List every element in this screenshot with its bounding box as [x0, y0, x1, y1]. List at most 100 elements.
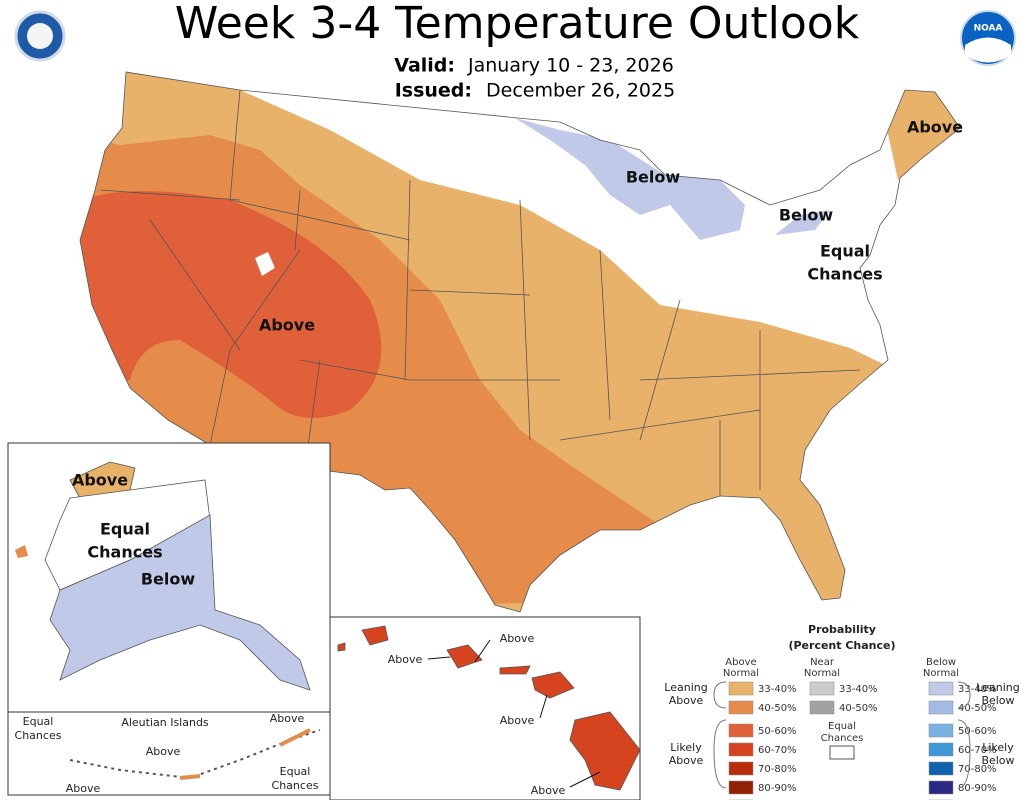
region-label: Chances	[87, 543, 162, 562]
legend-swatch	[728, 700, 754, 715]
aleutian-label: Above	[270, 712, 305, 725]
title: Week 3-4 Temperature Outlook	[175, 0, 860, 49]
issued-label: Issued:	[395, 80, 472, 102]
legend-bin: 40-50%	[958, 703, 997, 714]
west-50-60-area	[80, 191, 382, 418]
legend-swatch	[728, 681, 754, 696]
region-label: Below	[626, 168, 681, 187]
valid-dates: January 10 - 23, 2026	[467, 55, 674, 77]
legend-brace	[957, 681, 971, 709]
legend-heading: Normal	[723, 668, 759, 679]
legend-group: Leaning	[976, 681, 1019, 694]
molokai	[499, 665, 531, 675]
region-label: Equal	[820, 242, 870, 261]
legend-brace	[713, 681, 727, 709]
legend: Probability (Percent Chance) 33-40% 40-50% 5…	[713, 623, 997, 800]
legend-group: Leaning	[664, 681, 707, 694]
st-lawrence-island	[15, 545, 28, 558]
legend-equal: Equal	[828, 721, 856, 732]
legend-bin: 70-80%	[958, 764, 997, 775]
aleutian-label: Chances	[272, 779, 319, 792]
region-label: Above	[72, 471, 128, 490]
legend-title: Probability	[808, 623, 876, 636]
legend-swatch	[928, 700, 954, 715]
legend-bin: 33-40%	[758, 684, 797, 695]
hawaii-label: Above	[531, 784, 566, 797]
legend-swatch	[809, 700, 835, 715]
region-label: Below	[779, 206, 834, 225]
legend-swatch	[728, 742, 754, 757]
legend-equal-swatch	[829, 745, 855, 760]
issued-date: December 26, 2025	[486, 80, 675, 102]
aleutian-title: Aleutian Islands	[121, 716, 209, 729]
legend-brace	[713, 719, 727, 789]
legend-swatch	[728, 723, 754, 738]
legend-group: Below	[981, 694, 1014, 707]
noaa-gull	[965, 37, 1011, 63]
legend-bin: 50-60%	[758, 726, 797, 737]
legend-group: Above	[669, 694, 704, 707]
legend-bin: 33-40%	[839, 684, 878, 695]
maui	[531, 671, 575, 699]
legend-equal: Chances	[821, 733, 864, 744]
legend-bin: 80-90%	[958, 783, 997, 794]
aleutian-label: Equal	[23, 715, 54, 728]
hawaii-leaders	[427, 639, 601, 788]
region-label: Above	[259, 316, 315, 335]
legend-heading: Normal	[923, 668, 959, 679]
region-label: Equal	[100, 520, 150, 539]
hawaii-label: Above	[388, 653, 423, 666]
legend-swatch	[928, 723, 954, 738]
hawaii-islands	[337, 625, 641, 791]
legend-swatch	[728, 780, 754, 795]
legend-bin: 50-60%	[958, 726, 997, 737]
big-island	[569, 711, 641, 791]
aleutian-label: Above	[146, 745, 181, 758]
legend-bin: 70-80%	[758, 764, 797, 775]
legend-bin: 40-50%	[839, 703, 878, 714]
utah-lake	[255, 252, 275, 276]
valid-label: Valid:	[394, 55, 455, 77]
legend-subtitle: (Percent Chance)	[788, 639, 895, 652]
aleutian-label: Chances	[15, 729, 62, 742]
kauai	[361, 625, 389, 646]
legend-swatch	[928, 742, 954, 757]
legend-bin: 40-50%	[758, 703, 797, 714]
alaska-north-above	[69, 461, 136, 499]
upper-midwest-below	[515, 118, 745, 240]
legend-heading: Normal	[804, 668, 840, 679]
state-lines	[99, 89, 861, 496]
legend-group: Likely	[670, 741, 702, 754]
legend-bin: 80-90%	[758, 783, 797, 794]
aleutian-label: Equal	[280, 765, 311, 778]
seal-center	[27, 23, 53, 49]
legend-swatch	[928, 761, 954, 776]
legend-swatch	[928, 780, 954, 795]
niihau	[337, 642, 346, 652]
oahu	[446, 644, 483, 669]
legend-brace	[957, 719, 971, 789]
aleutian-above	[179, 728, 311, 780]
legend-heading: Above	[725, 657, 756, 668]
alaska-below	[49, 514, 311, 691]
region-label: Below	[141, 570, 196, 589]
legend-bin: 60-70%	[758, 745, 797, 756]
region-label: Chances	[807, 265, 882, 284]
hawaii-label: Above	[500, 714, 535, 727]
noaa-text: NOAA	[974, 24, 1003, 34]
legend-swatch	[809, 681, 835, 696]
legend-bin: 33-40%	[958, 684, 997, 695]
legend-group: Likely	[982, 741, 1014, 754]
legend-bin: 60-70%	[958, 745, 997, 756]
legend-group: Below	[981, 754, 1014, 767]
region-label: Above	[907, 118, 963, 137]
legend-heading: Near	[810, 657, 835, 668]
hawaii-label: Above	[500, 632, 535, 645]
ontario-below	[775, 210, 830, 235]
legend-swatch	[728, 761, 754, 776]
legend-heading: Below	[926, 657, 956, 668]
aleutian-label: Above	[66, 782, 101, 795]
legend-group: Above	[669, 754, 704, 767]
legend-swatch	[928, 681, 954, 696]
